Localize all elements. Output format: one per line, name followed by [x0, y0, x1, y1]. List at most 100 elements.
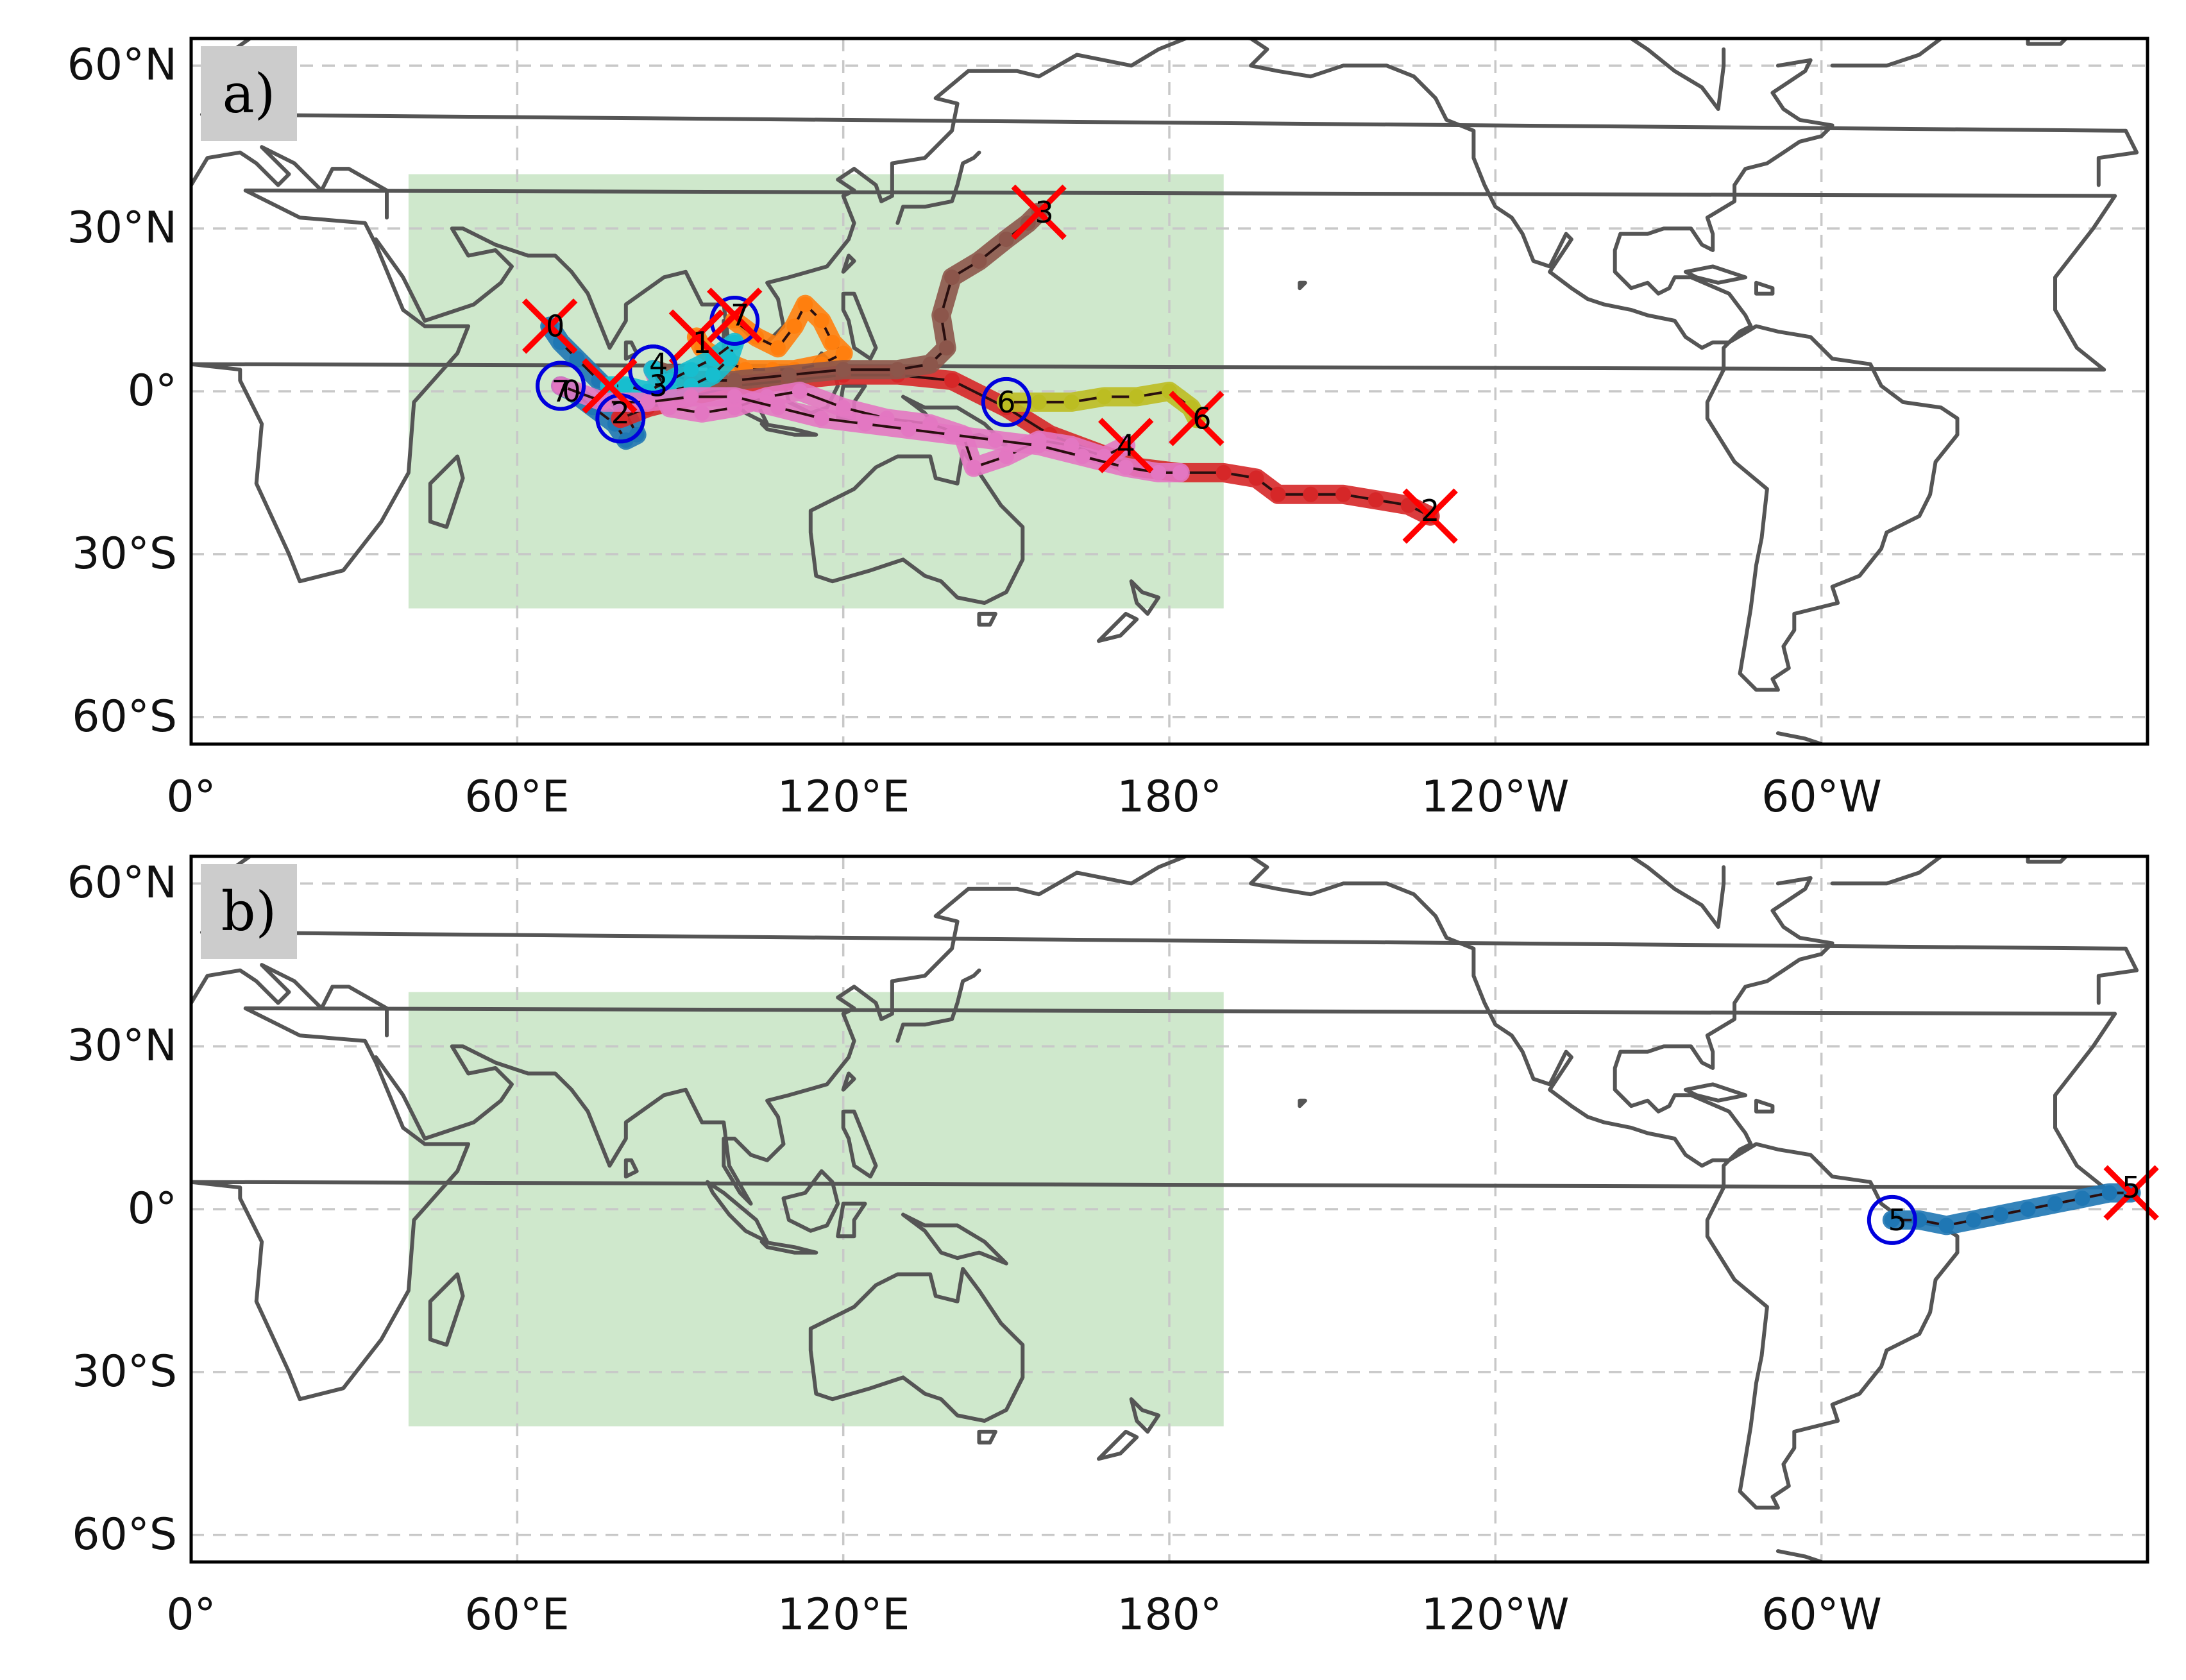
coastlines-a: [191, 38, 2139, 744]
coastline-south-america: [1705, 1142, 1960, 1510]
track-6-point: [1129, 389, 1145, 405]
track-6-point: [1096, 389, 1112, 405]
coastline-north-america: [1627, 856, 1726, 929]
coastline-cuba: [1683, 1082, 1748, 1103]
coastline-hispaniola: [1754, 280, 1775, 296]
track-3-point: [938, 340, 954, 356]
track-5-point: [2074, 1191, 2090, 1207]
x-tick-label: 120°W: [1421, 772, 1569, 822]
coastline-tasmania: [977, 1429, 997, 1445]
track-0-end-marker: [521, 298, 578, 354]
track-1-point: [824, 334, 840, 350]
coastline-antarctica: [1775, 731, 1824, 744]
coastline-hispaniola: [1754, 1098, 1775, 1114]
coastline-java: [759, 421, 818, 437]
track-5-point: [2047, 1196, 2063, 1212]
coastline-na-east: [1613, 58, 1834, 344]
track-7-point: [901, 421, 917, 437]
track-5-point: [1965, 1212, 1981, 1228]
coastline-japan: [895, 968, 981, 1043]
coastline-greenland: [1830, 38, 1945, 68]
track-7-point: [553, 378, 569, 394]
track-0-point: [569, 351, 585, 367]
track-label: 3: [649, 369, 668, 403]
track-5-start-marker: [628, 344, 679, 395]
track-1-point: [835, 345, 851, 361]
track-5-point: [1993, 1207, 2009, 1223]
coastline-iceland: [2026, 38, 2069, 46]
y-tick-labels-a: 60°N 30°N 0° 30°S 60°S: [67, 40, 177, 742]
coastline-madagascar: [428, 1272, 465, 1347]
y-tick-label: 30°S: [72, 529, 177, 579]
track-5-point: [721, 351, 737, 367]
track-2-point: [1368, 492, 1384, 508]
track-7-point: [1074, 448, 1090, 464]
coastline-japan: [895, 150, 981, 225]
coastline-south-america: [1705, 324, 1960, 692]
y-tick-label: 60°N: [67, 40, 177, 90]
x-tick-label: 0°: [166, 772, 216, 822]
track-label: 5: [1888, 1203, 1907, 1237]
track-label: 2: [611, 396, 630, 430]
coastline-north-america: [1627, 38, 1726, 111]
track-7-point: [770, 400, 786, 416]
map-panel-b: 55 b) 0° 60°E 120°E 180° 120°W 60°W 60°N…: [67, 854, 2159, 1640]
track-3-point: [922, 356, 938, 372]
track-label: 0: [562, 374, 580, 409]
coastline-na-west: [1235, 856, 1731, 1168]
track-5-point: [683, 362, 699, 378]
track-7-point: [640, 394, 656, 410]
coastline-africa: [191, 1006, 2117, 1402]
track-2-point: [1216, 464, 1232, 480]
x-tick-label: 0°: [166, 1590, 216, 1640]
track-5-end-marker: [582, 358, 638, 414]
coastline-hawaii: [1298, 1098, 1307, 1108]
track-2-point: [1270, 486, 1286, 502]
coastline-africa: [191, 188, 2117, 584]
track-6-start-marker: [981, 377, 1031, 427]
coastline-sumatra: [705, 1180, 770, 1244]
coastline-newzealand-s: [1096, 611, 1139, 643]
track-3-point: [971, 253, 987, 269]
x-tick-label: 60°W: [1761, 1590, 1882, 1640]
track-7-point: [813, 411, 829, 427]
track-label: 6: [1192, 401, 1211, 436]
x-tick-labels-b: 0° 60°E 120°E 180° 120°W 60°W: [166, 1590, 1882, 1640]
coastline-europe: [199, 38, 2139, 187]
coastline-na-east: [1613, 876, 1834, 1162]
track-2-end-marker: [1402, 488, 1458, 544]
track-1-point: [813, 313, 829, 328]
track-5-start-marker: [1867, 1194, 1917, 1245]
track-2-point: [944, 373, 960, 389]
coastline-mediterranean: [191, 145, 389, 220]
track-2-point: [1335, 486, 1351, 502]
x-tick-labels-a: 0° 60°E 120°E 180° 120°W 60°W: [166, 772, 1882, 822]
track-1-end-marker: [668, 309, 725, 365]
track-labels-b: 55: [1888, 1170, 2141, 1237]
y-tick-label: 60°N: [67, 858, 177, 908]
track-5-point: [1938, 1218, 1954, 1234]
coastline-tasmania: [977, 611, 997, 627]
track-label: 4: [1117, 428, 1135, 463]
map-frame-b: [189, 854, 2149, 1564]
track-3-point: [998, 232, 1014, 248]
panel-label-b: b): [221, 880, 277, 943]
x-tick-label: 120°E: [777, 1590, 910, 1640]
track-6-point: [998, 394, 1014, 410]
track-3-point: [727, 373, 743, 389]
track-7-point: [857, 416, 873, 432]
y-tick-labels-b: 60°N 30°N 0° 30°S 60°S: [67, 858, 177, 1560]
track-5-point: [645, 362, 661, 378]
track-2-point: [1248, 470, 1264, 486]
track-label: 0: [546, 309, 564, 343]
map-frame-a: [189, 37, 2149, 746]
track-label: 7: [551, 374, 570, 409]
track-5-point: [2101, 1185, 2117, 1201]
x-tick-label: 120°W: [1421, 1590, 1569, 1640]
coastline-sulawesi: [836, 1201, 867, 1239]
track-5-centerline: [1892, 1191, 2131, 1227]
coastline-newzealand-n: [1129, 579, 1161, 616]
track-3-point: [933, 307, 949, 323]
track-label: 4: [649, 347, 668, 382]
